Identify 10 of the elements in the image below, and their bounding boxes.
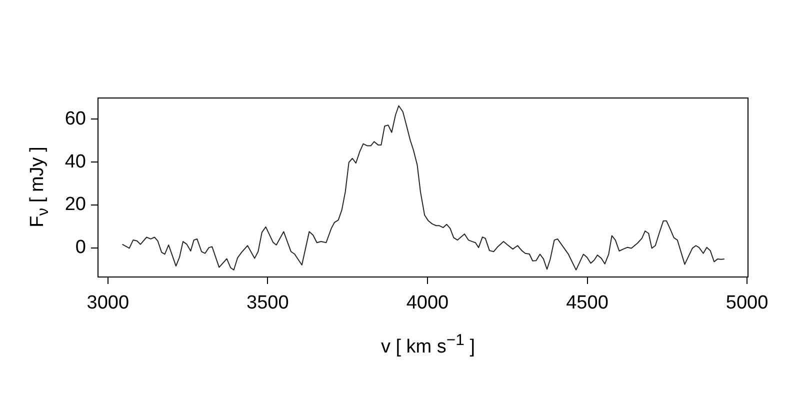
x-tick-label: 5000: [726, 292, 768, 314]
y-tick-label: 60: [64, 108, 86, 130]
x-tick-label: 4500: [566, 292, 608, 314]
y-tick-label: 20: [64, 194, 86, 216]
x-axis-title: v [ km s$^{−1}$ ]: [380, 332, 476, 358]
y-tick-label: 0: [75, 237, 86, 258]
y-tick-label: 40: [64, 151, 86, 172]
x-tick-label: 3000: [86, 292, 130, 314]
x-tick-label: 4000: [406, 292, 449, 314]
x-tick-label: 3500: [246, 292, 289, 314]
